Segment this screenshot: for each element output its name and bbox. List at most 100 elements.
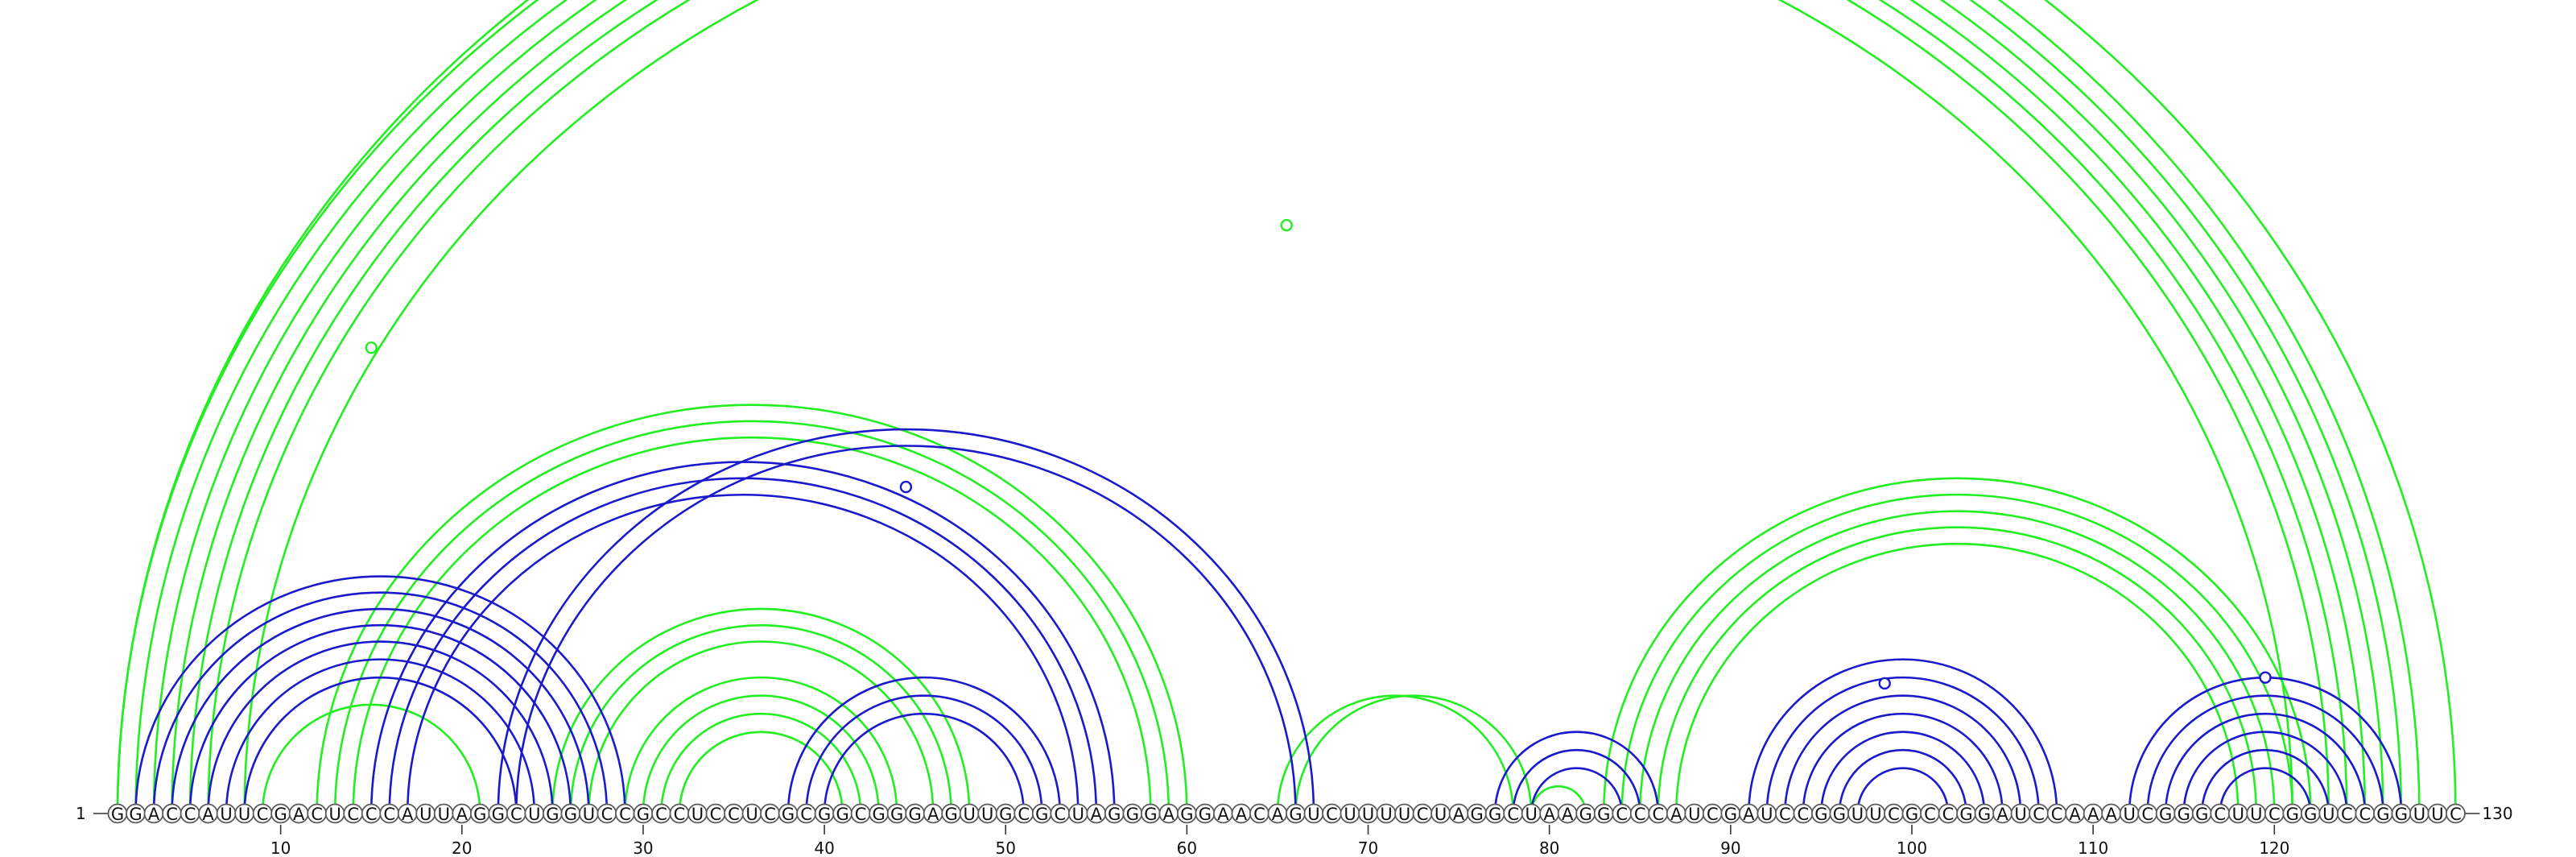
- nucleotide-letter: C: [1942, 805, 1955, 824]
- base-pair-arc-17-54: [406, 493, 1080, 814]
- nucleotide-24: U: [524, 803, 545, 824]
- nucleotide-letter: G: [1597, 805, 1610, 824]
- base-pair-arc-5-124: [188, 0, 2348, 814]
- nucleotide-letter: U: [2123, 805, 2135, 824]
- nucleotide-40: G: [814, 803, 835, 824]
- tick-label-110: 110: [2078, 838, 2108, 857]
- nucleotide-letter: C: [1326, 805, 1338, 824]
- base-pair-arc-30-43: [642, 694, 880, 814]
- base-pair-arc-4-27: [171, 607, 590, 814]
- nucleotide-57: G: [1122, 803, 1143, 824]
- nucleotide-89: C: [1702, 803, 1723, 824]
- nucleotide-letter: C: [1779, 805, 1791, 824]
- nucleotide-letter: U: [1380, 805, 1392, 824]
- nucleotide-letter: G: [872, 805, 885, 824]
- nucleotide-letter: C: [855, 805, 867, 824]
- nucleotide-124: C: [2336, 803, 2357, 824]
- base-pair-arc-13-59: [333, 420, 1170, 814]
- nucleotide-105: A: [1992, 803, 2013, 824]
- nucleotide-14: C: [343, 803, 364, 824]
- end-position-label: 130: [2482, 804, 2512, 823]
- base-pair-arc-92-107: [1765, 676, 2040, 814]
- nucleotide-6: A: [198, 803, 218, 824]
- nucleotide-88: U: [1684, 803, 1705, 824]
- nucleotide-113: C: [2137, 803, 2158, 824]
- nucleotide-69: U: [1340, 803, 1360, 824]
- nucleotide-letter: G: [999, 805, 1012, 824]
- nucleotide-letter: G: [637, 805, 650, 824]
- nucleotide-114: G: [2155, 803, 2176, 824]
- nucleotide-letter: C: [1924, 805, 1936, 824]
- nucleotide-58: G: [1140, 803, 1161, 824]
- nucleotide-letter: C: [365, 805, 378, 824]
- nucleotide-82: G: [1575, 803, 1596, 824]
- tick-label-30: 30: [633, 838, 653, 857]
- tick-label-90: 90: [1720, 838, 1740, 857]
- nucleotide-49: U: [977, 803, 998, 824]
- nucleotide-letter: A: [1163, 805, 1175, 824]
- base-pair-arc-93-106: [1784, 695, 2022, 814]
- nucleotide-79: U: [1521, 803, 1542, 824]
- base-pair-arc-16-55: [388, 478, 1098, 814]
- base-pair-arc-113-126: [2146, 694, 2384, 814]
- tick-label-50: 50: [996, 838, 1016, 857]
- nucleotide-letter: U: [2431, 805, 2443, 824]
- nucleotide-letter: U: [1761, 805, 1773, 824]
- base-pair-arc-2-29: [134, 575, 626, 814]
- base-pair-arc-40-51: [823, 712, 1026, 814]
- nucleotide-letter: G: [1905, 805, 1918, 824]
- nucleotide-letter: C: [1888, 805, 1900, 824]
- nucleotide-100: G: [1901, 803, 1922, 824]
- nucleotide-1: G: [107, 803, 128, 824]
- nucleotide-letter: A: [1996, 805, 2008, 824]
- nucleotide-93: C: [1774, 803, 1795, 824]
- nucleotide-letter: U: [1362, 805, 1374, 824]
- nucleotide-letter: C: [601, 805, 613, 824]
- nucleotide-letter: G: [1108, 805, 1121, 824]
- nucleotide-91: A: [1738, 803, 1759, 824]
- base-pair-arc-78-85: [1512, 749, 1641, 814]
- nucleotide-letter: G: [546, 805, 559, 824]
- nucleotide-letter: G: [2304, 805, 2317, 824]
- base-pair-arc-6-25: [207, 640, 554, 814]
- nucleotide-letter: U: [981, 805, 993, 824]
- nucleotide-letter: U: [528, 805, 540, 824]
- nucleotide-letter: G: [1035, 805, 1048, 824]
- nucleotide-16: C: [379, 803, 400, 824]
- nucleotide-letter: U: [1688, 805, 1700, 824]
- start-position-label: 1: [76, 804, 86, 823]
- nucleotide-letter: C: [1018, 805, 1030, 824]
- base-pair-arc-38-53: [786, 677, 1062, 814]
- nucleotide-25: G: [542, 803, 563, 824]
- nucleotide-letter: G: [2178, 805, 2190, 824]
- nucleotide-letter: U: [2413, 805, 2425, 824]
- nucleotide-96: G: [1829, 803, 1850, 824]
- nucleotide-73: C: [1412, 803, 1433, 824]
- nucleotide-letter: U: [1852, 805, 1864, 824]
- nucleotide-letter: G: [945, 805, 958, 824]
- nucleotide-95: G: [1811, 803, 1831, 824]
- nucleotide-letter: C: [655, 805, 667, 824]
- nucleotide-48: U: [959, 803, 980, 824]
- nucleotide-59: A: [1158, 803, 1179, 824]
- nucleotide-120: C: [2264, 803, 2285, 824]
- nucleotide-109: A: [2065, 803, 2086, 824]
- nucleotide-letter: C: [1798, 805, 1810, 824]
- nucleotide-letter: U: [2322, 805, 2334, 824]
- nucleotide-letter: U: [1525, 805, 1537, 824]
- nucleotide-letter: U: [220, 805, 232, 824]
- nucleotide-36: U: [741, 803, 762, 824]
- nucleotide-44: G: [886, 803, 907, 824]
- nucleotide-letter: G: [129, 805, 142, 824]
- nucleotide-letter: G: [1833, 805, 1846, 824]
- nucleotide-letter: A: [2105, 805, 2117, 824]
- nucleotide-56: G: [1104, 803, 1125, 824]
- nucleotide-letter: G: [1470, 805, 1483, 824]
- nucleotide-letter: G: [1488, 805, 1501, 824]
- nucleotide-letter: G: [1126, 805, 1139, 824]
- nucleotide-80: A: [1539, 803, 1560, 824]
- nucleotide-letter: G: [909, 805, 922, 824]
- nucleotide-61: G: [1195, 803, 1216, 824]
- nucleotide-28: C: [597, 803, 617, 824]
